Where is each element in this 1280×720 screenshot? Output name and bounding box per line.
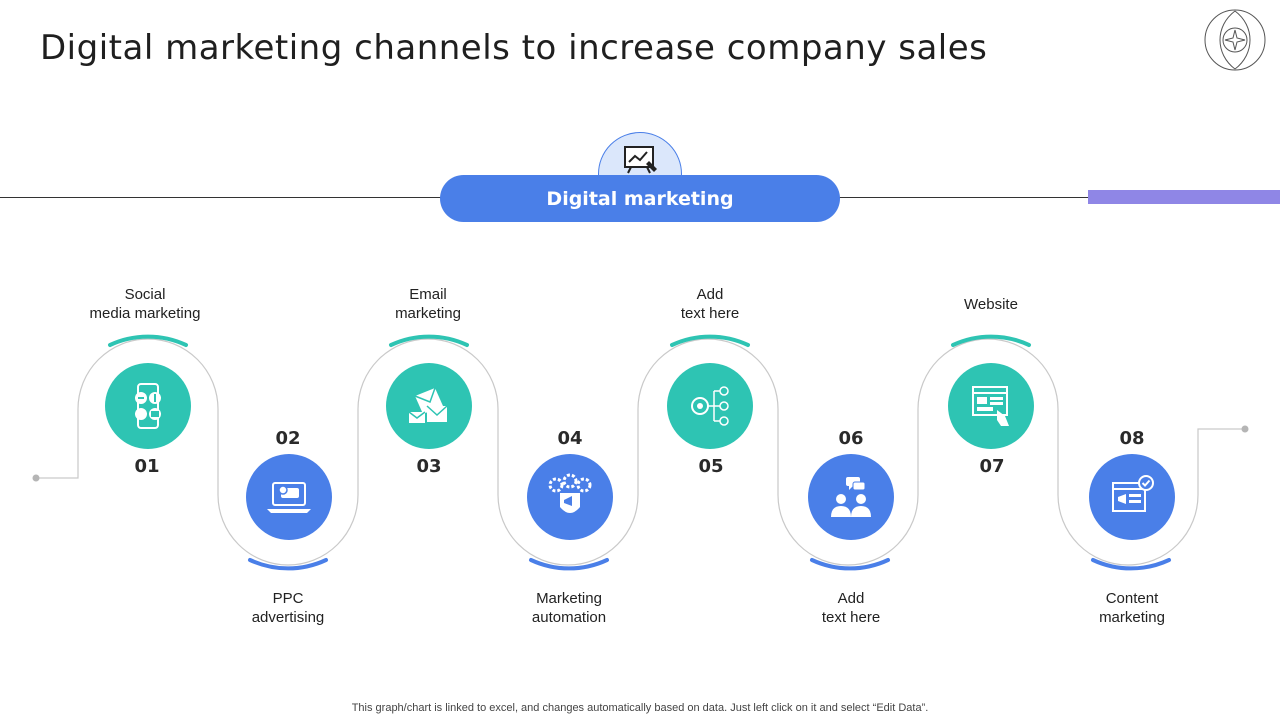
step-02-label-line2: advertising [251, 609, 325, 626]
step-04-label: Marketing automation [489, 589, 649, 627]
website-browser-icon [972, 386, 1009, 426]
step-06-circle [808, 454, 894, 540]
step-03-number: 03 [416, 456, 442, 477]
network-target-icon [691, 386, 729, 426]
step-08-label-line1: Content [1105, 590, 1159, 607]
social-media-phone-icon [135, 383, 161, 429]
step-05-arc [670, 334, 750, 347]
step-01-arc [108, 334, 188, 347]
step-04-circle [527, 454, 613, 540]
step-01-label-line1: Social [124, 286, 166, 303]
step-03-circle [386, 363, 472, 449]
step-08-circle [1089, 454, 1175, 540]
step-08-arc [1091, 558, 1171, 571]
connector-end-dot [1241, 425, 1249, 433]
step-04-label-line2: automation [531, 609, 607, 626]
step-06-label: Add text here [771, 589, 931, 627]
chart-presentation-icon [624, 146, 657, 174]
content-browser-megaphone-icon [1112, 475, 1154, 512]
step-07-label-line1: Website [964, 296, 1018, 313]
step-05-circle [667, 363, 753, 449]
logo-icon [1203, 8, 1267, 72]
step-07-number: 07 [979, 456, 1005, 477]
step-01-number: 01 [134, 456, 160, 477]
step-05-label-line1: Add [696, 286, 724, 303]
step-03-label: Email marketing [348, 285, 508, 323]
footer-note: This graph/chart is linked to excel, and… [351, 702, 929, 714]
step-02-label-line1: PPC [272, 590, 304, 607]
step-03-label-line1: Email [409, 286, 447, 303]
step-02-number: 02 [275, 428, 301, 449]
step-02-arc [248, 558, 328, 571]
step-02-circle [246, 454, 332, 540]
step-01-label: Social media marketing [65, 285, 225, 323]
step-06-arc [810, 558, 890, 571]
step-04-label-line1: Marketing [536, 590, 602, 607]
step-06-number: 06 [838, 428, 864, 449]
step-05-label-line2: text here [680, 305, 740, 322]
email-envelopes-icon [408, 387, 448, 423]
step-04-arc [529, 558, 609, 571]
step-07-arc [951, 334, 1031, 347]
page-title: Digital marketing channels to increase c… [40, 28, 988, 68]
step-03-arc [389, 334, 469, 347]
step-05-label: Add text here [630, 285, 790, 323]
step-04-number: 04 [557, 428, 583, 449]
step-06-label-line1: Add [837, 590, 865, 607]
connector-start-dot [32, 474, 40, 482]
step-08-label: Content marketing [1052, 589, 1212, 627]
step-07-label: Website [911, 295, 1071, 314]
step-07-circle [948, 363, 1034, 449]
step-08-label-line2: marketing [1099, 609, 1165, 626]
step-03-label-line2: marketing [395, 305, 461, 322]
people-chat-icon [831, 477, 871, 517]
step-01-label-line2: media marketing [89, 305, 201, 322]
step-08-number: 08 [1119, 428, 1145, 449]
step-02-label: PPC advertising [208, 589, 368, 627]
step-06-label-line2: text here [821, 609, 881, 626]
laptop-ads-icon [267, 482, 311, 513]
step-05-number: 05 [698, 456, 724, 477]
digital-marketing-pill: Digital marketing [440, 175, 840, 222]
accent-bar [1088, 190, 1280, 204]
step-01-circle [105, 363, 191, 449]
gears-megaphone-icon [548, 473, 592, 513]
